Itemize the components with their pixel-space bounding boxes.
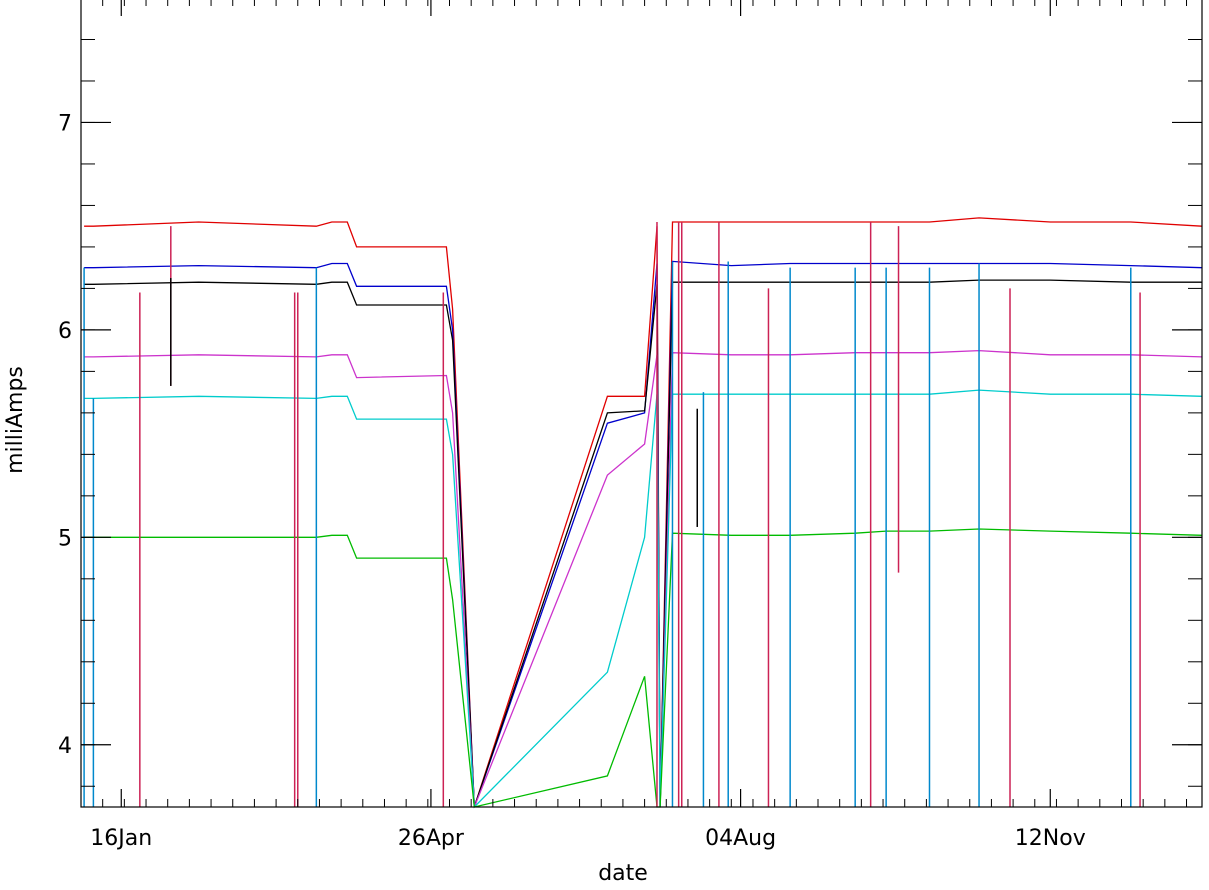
y-tick-label: 6 <box>58 319 72 344</box>
series-line-6 <box>84 528 1203 808</box>
y-tick-label: 7 <box>58 111 72 136</box>
y-tick-label: 4 <box>58 734 72 759</box>
plot-frame <box>80 0 1203 808</box>
series-line-3 <box>84 279 1202 808</box>
x-axis-label: date <box>598 861 648 886</box>
series-layer <box>84 217 1203 809</box>
series-line-4 <box>84 349 1203 808</box>
tick-layer <box>80 0 1202 807</box>
y-axis-label: milliAmps <box>3 366 28 474</box>
series-line-5 <box>84 389 1203 809</box>
x-tick-labels: 16Jan 26Apr 04Aug 12Nov <box>90 826 1085 851</box>
spike-layer <box>83 222 1141 807</box>
series-line-1 <box>84 217 1203 808</box>
y-tick-label: 5 <box>58 526 72 551</box>
x-tick-label: 26Apr <box>398 826 465 851</box>
x-tick-label: 12Nov <box>1015 826 1086 851</box>
series-line-2 <box>84 260 1203 808</box>
x-tick-label: 16Jan <box>90 826 152 851</box>
x-tick-label: 04Aug <box>705 826 776 851</box>
y-tick-labels: 4 5 6 7 <box>58 111 72 758</box>
